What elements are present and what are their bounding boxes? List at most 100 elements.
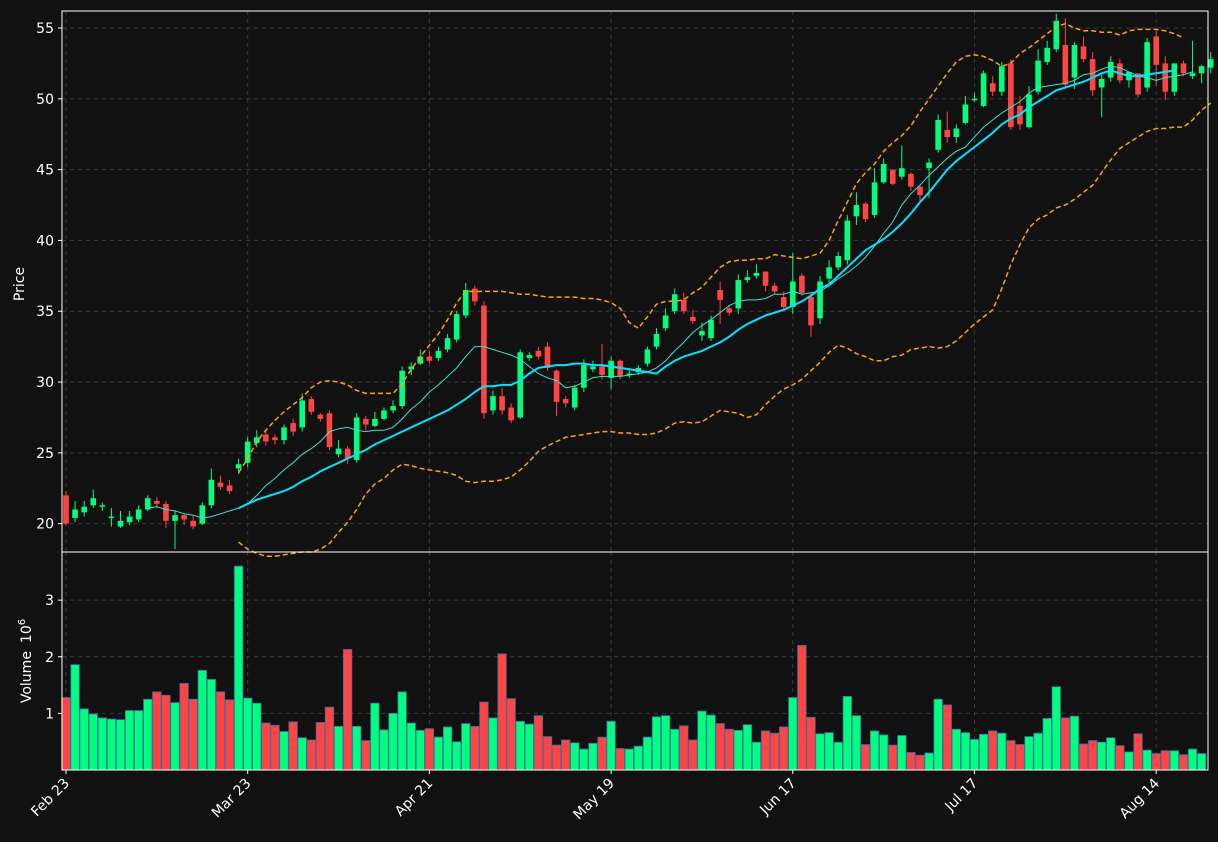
- volume-bar: [143, 698, 153, 771]
- candle-body: [1153, 36, 1159, 65]
- candle-body: [381, 410, 387, 419]
- volume-bar: [1115, 745, 1125, 771]
- candle-body: [1089, 59, 1096, 91]
- volume-bar: [1097, 741, 1107, 771]
- candle-body: [608, 360, 614, 378]
- volume-bar: [152, 691, 162, 771]
- volume-bar: [742, 724, 753, 771]
- candle-body: [490, 396, 496, 411]
- volume-tick-label: 2: [45, 650, 54, 666]
- volume-bar: [433, 736, 444, 771]
- candle-body: [626, 373, 633, 376]
- candle-body: [481, 305, 487, 414]
- candle-body: [771, 285, 778, 292]
- volume-axis-label: Volume 106: [17, 619, 35, 703]
- price-tick-label: 35: [36, 304, 54, 320]
- volume-bar: [1142, 749, 1152, 771]
- candle-body: [135, 509, 142, 520]
- candle-body: [272, 437, 278, 441]
- candle-body: [417, 356, 424, 364]
- volume-bar: [579, 748, 589, 771]
- price-tick-label: 20: [36, 517, 54, 533]
- volume-bar: [134, 710, 144, 771]
- candle-body: [217, 482, 224, 487]
- volume-bar: [461, 723, 471, 771]
- volume-bar: [479, 701, 489, 771]
- volume-bar: [279, 731, 289, 771]
- volume-bar: [1024, 736, 1034, 771]
- volume-bar: [688, 739, 698, 771]
- volume-bar: [515, 720, 525, 771]
- candle-body: [835, 256, 842, 268]
- volume-bar: [960, 732, 971, 771]
- volume-bar: [333, 726, 344, 771]
- volume-bar: [715, 723, 725, 771]
- candle-body: [553, 370, 560, 402]
- volume-bar: [379, 729, 389, 771]
- candle-body: [372, 418, 378, 426]
- volume-bar: [924, 752, 934, 771]
- candle-body: [971, 98, 978, 101]
- candle-body: [281, 427, 287, 441]
- price-axis-label: Price: [12, 267, 28, 301]
- candle-body: [917, 186, 923, 196]
- candle-body: [644, 349, 651, 364]
- candle-body: [335, 448, 342, 455]
- volume-bar: [306, 739, 316, 771]
- candle-body: [717, 289, 723, 300]
- candle-body: [1080, 46, 1087, 60]
- volume-bar: [161, 694, 171, 771]
- candle-body: [1207, 59, 1214, 68]
- volume-bar: [724, 728, 734, 771]
- volume-bar: [733, 729, 743, 771]
- candle-body: [172, 515, 178, 521]
- volume-bar: [524, 723, 534, 771]
- volume-exponent-base: 10: [19, 625, 35, 643]
- volume-bar: [561, 739, 571, 771]
- volume-bar: [1196, 753, 1207, 771]
- candle-body: [426, 356, 433, 361]
- volume-bar: [915, 754, 925, 771]
- volume-bar: [1051, 686, 1061, 771]
- volume-bar: [642, 736, 653, 771]
- volume-bar: [342, 648, 353, 771]
- candle-body: [1135, 73, 1141, 95]
- candle-body: [562, 399, 569, 404]
- price-axis-ticks: 20 25 30 35 40 45 50 55: [36, 21, 62, 533]
- volume-bar: [533, 715, 544, 771]
- volume-bar: [697, 710, 707, 771]
- candle-body: [908, 173, 914, 187]
- candle-body: [517, 352, 524, 418]
- candle-body: [435, 350, 442, 358]
- volume-bar: [815, 733, 825, 771]
- candle-body: [744, 277, 751, 281]
- candle-body: [208, 479, 215, 506]
- candle-body: [899, 168, 905, 177]
- volume-bar: [497, 653, 507, 771]
- candle-body: [1117, 63, 1123, 81]
- moving-average-fast-line: [147, 65, 1193, 519]
- candle-body: [399, 370, 405, 407]
- volume-bar: [906, 752, 916, 771]
- volume-tick-label: 1: [45, 706, 54, 722]
- candle-body: [980, 73, 987, 106]
- candle-body: [826, 267, 832, 279]
- candle-body: [326, 413, 333, 448]
- moving-average-slow-line: [238, 69, 1175, 510]
- candle-body: [363, 418, 369, 425]
- volume-bar: [61, 697, 71, 771]
- volume-bar: [769, 732, 780, 771]
- candle-body: [299, 400, 306, 428]
- volume-bar: [633, 745, 643, 771]
- volume-bar: [570, 742, 580, 771]
- candle-body: [126, 516, 133, 523]
- volume-bar: [842, 695, 852, 771]
- candle-body: [590, 366, 596, 370]
- candle-body: [253, 437, 260, 443]
- volume-bar: [370, 702, 380, 771]
- price-tick-label: 50: [36, 92, 54, 108]
- volume-bar: [1187, 748, 1198, 771]
- candle-body: [453, 314, 460, 340]
- candle-body: [726, 308, 733, 313]
